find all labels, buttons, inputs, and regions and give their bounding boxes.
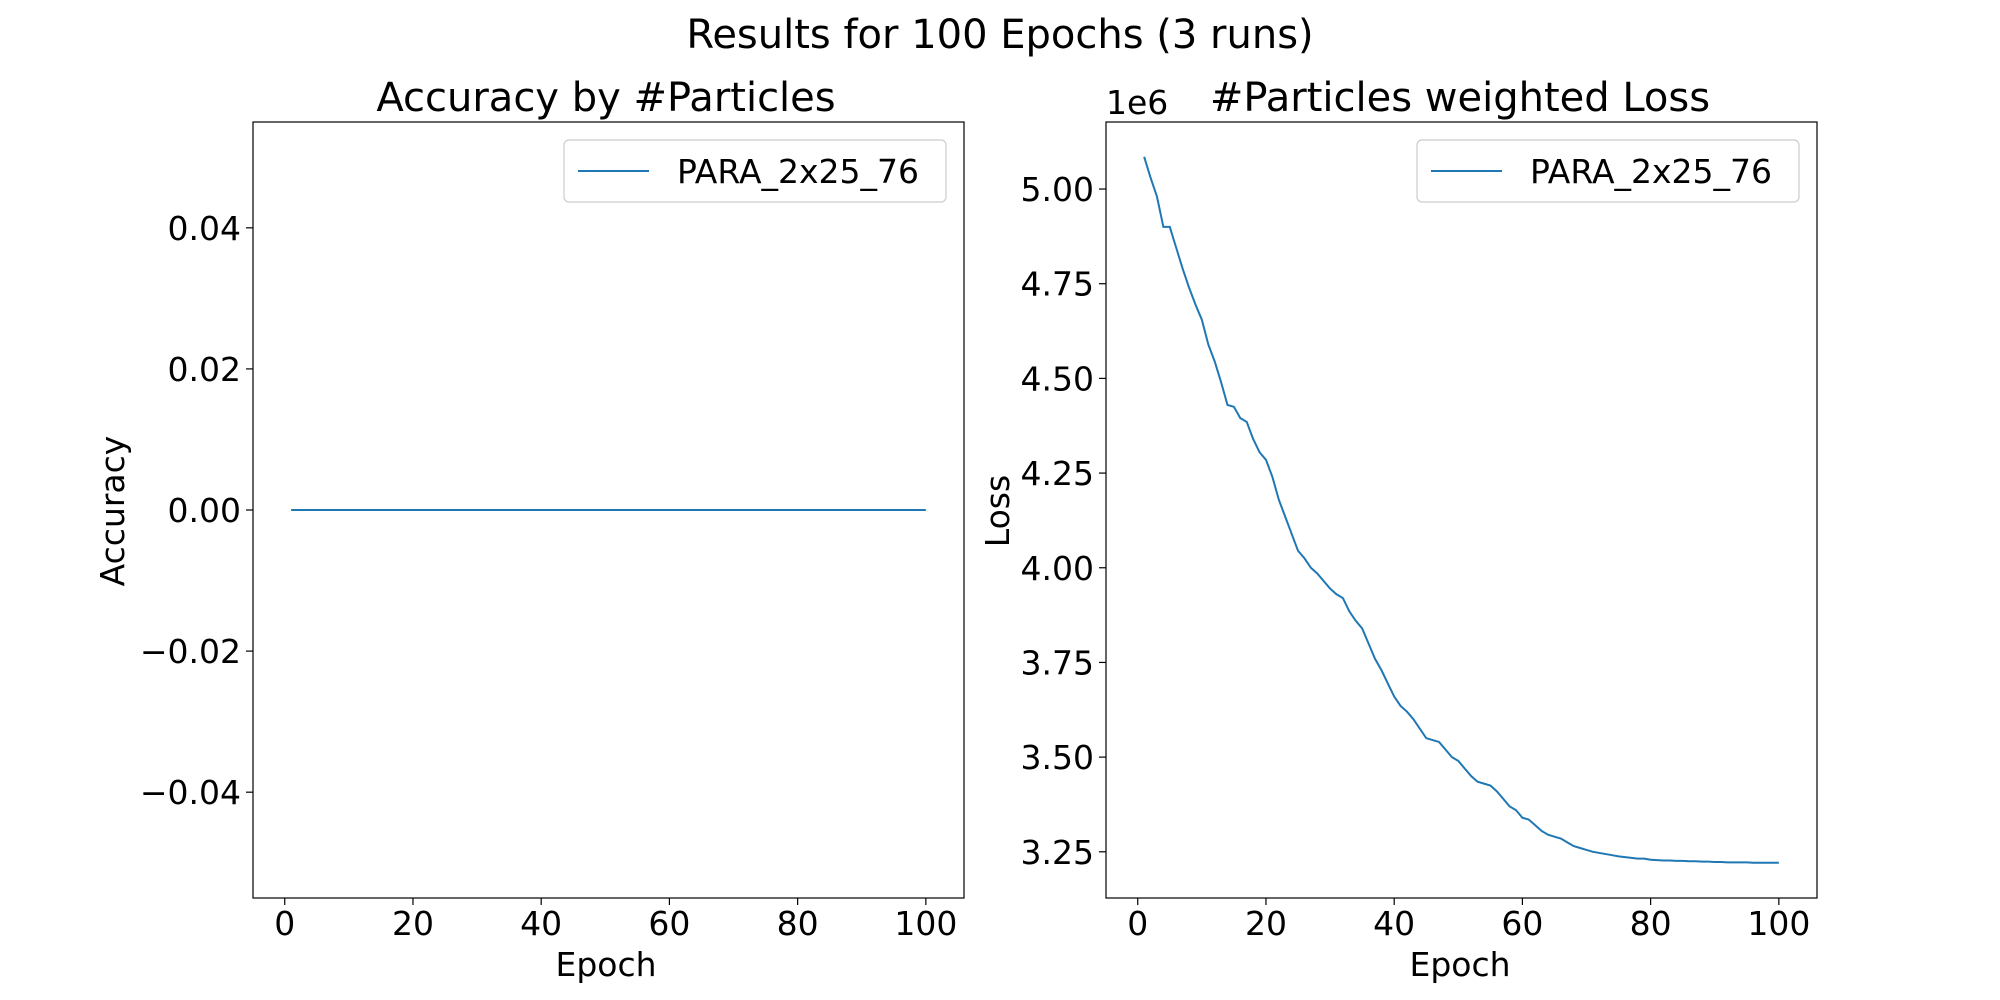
loss-y-offset-text: 1e6 [1106, 83, 1168, 122]
loss-legend: PARA_2x25_76 [1416, 139, 1800, 203]
accuracy-y-tick-label: 0.02 [168, 350, 241, 389]
loss-y-tick-label: 4.00 [1021, 549, 1094, 588]
loss-y-tick-label: 4.50 [1021, 359, 1094, 398]
loss-y-axis-label: Loss [978, 475, 1017, 547]
loss-x-tick-label: 60 [1501, 904, 1543, 943]
accuracy-x-tick-label: 40 [520, 904, 562, 943]
loss-x-axis-label: Epoch [1409, 945, 1510, 984]
loss-x-tick-label: 0 [1127, 904, 1148, 943]
loss-x-tick-label: 80 [1630, 904, 1672, 943]
accuracy-x-tick-label: 20 [392, 904, 434, 943]
accuracy-plot: Accuracy by #Particles Epoch Accuracy 0 2… [93, 75, 965, 984]
loss-y-tick-label: 5.00 [1021, 170, 1094, 209]
figure-title: Results for 100 Epochs (3 runs) [686, 12, 1313, 58]
accuracy-x-tick-label: 80 [777, 904, 819, 943]
loss-x-tick-label: 100 [1747, 904, 1810, 943]
accuracy-y-tick-label: 0.04 [168, 209, 241, 248]
loss-x-tick-label: 40 [1373, 904, 1415, 943]
loss-series-line-0 [1143, 156, 1779, 864]
loss-axes-frame [1105, 121, 1818, 899]
accuracy-y-axis-label: Accuracy [93, 436, 132, 587]
accuracy-y-tick-label: −0.04 [140, 773, 241, 812]
accuracy-legend: PARA_2x25_76 [563, 139, 947, 203]
accuracy-y-tick-label: −0.02 [140, 632, 241, 671]
accuracy-legend-label: PARA_2x25_76 [677, 152, 919, 191]
loss-plot-title: #Particles weighted Loss [1210, 75, 1710, 121]
loss-y-tick-label: 4.75 [1021, 265, 1094, 304]
accuracy-x-axis-label: Epoch [555, 945, 656, 984]
loss-plot: #Particles weighted Loss Epoch Loss 1e6 … [978, 75, 1818, 984]
accuracy-plot-title: Accuracy by #Particles [376, 75, 835, 121]
accuracy-y-tick-label: 0.00 [168, 491, 241, 530]
accuracy-x-tick-label: 0 [274, 904, 295, 943]
loss-x-tick-label: 20 [1245, 904, 1287, 943]
loss-y-tick-label: 3.25 [1021, 833, 1094, 872]
loss-y-tick-label: 4.25 [1021, 454, 1094, 493]
loss-legend-label: PARA_2x25_76 [1530, 152, 1772, 191]
loss-y-tick-label: 3.50 [1021, 738, 1094, 777]
loss-legend-box [1416, 139, 1800, 203]
accuracy-x-tick-label: 60 [648, 904, 690, 943]
loss-y-tick-label: 3.75 [1021, 643, 1094, 682]
accuracy-x-tick-label: 100 [894, 904, 957, 943]
accuracy-legend-box [563, 139, 947, 203]
